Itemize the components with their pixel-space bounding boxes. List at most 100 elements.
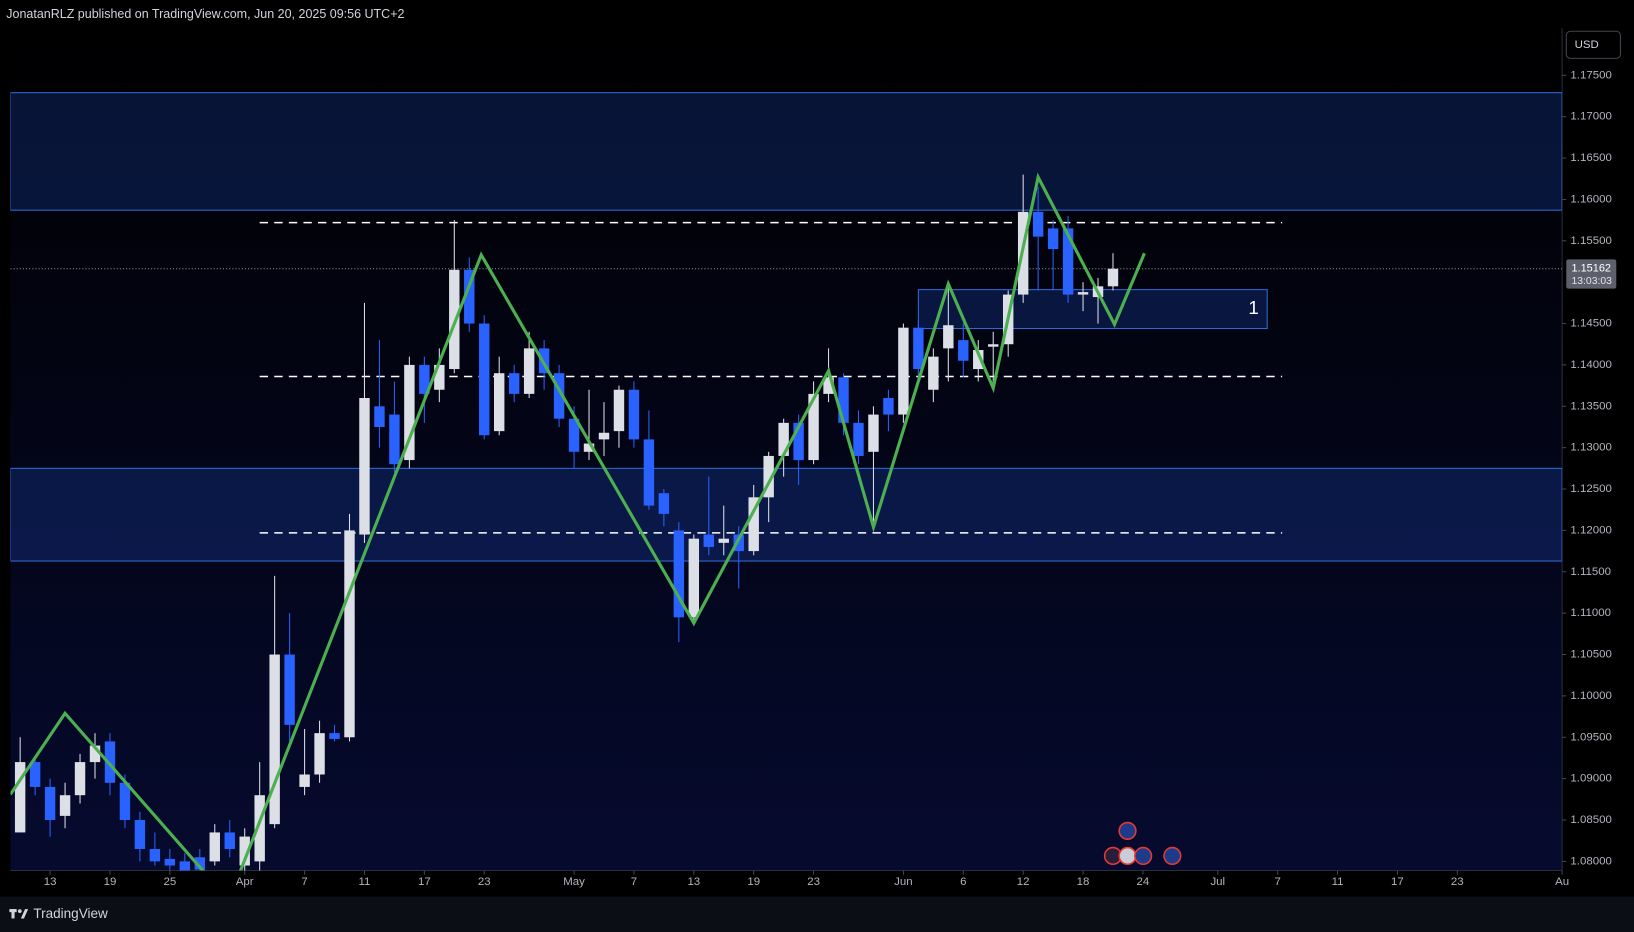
box <box>917 289 1268 330</box>
y-tick-label: 1.17000 <box>1570 111 1611 123</box>
x-tick-label: 19 <box>747 876 760 888</box>
event-icon[interactable] <box>1134 846 1153 866</box>
candle-body <box>434 364 445 390</box>
x-tick-label: 17 <box>1391 876 1404 888</box>
candle-body <box>763 455 774 498</box>
candle-body <box>149 848 161 862</box>
candle-body <box>613 389 625 432</box>
candle-body <box>374 406 385 427</box>
brand-logo <box>9 909 29 919</box>
x-tick-label: 12 <box>1017 876 1030 888</box>
brand[interactable]: TradingView <box>33 906 108 921</box>
zone <box>10 467 1563 562</box>
candle-body <box>74 762 86 796</box>
x-tick-label: 13 <box>44 876 57 888</box>
y-tick-label: 1.16000 <box>1570 193 1611 205</box>
candle-body <box>973 350 984 370</box>
event-icon[interactable] <box>1118 821 1137 840</box>
y-tick-label: 1.12500 <box>1570 483 1611 495</box>
candle-body <box>404 364 415 461</box>
candle-body <box>493 373 505 432</box>
x-tick-label: 23 <box>807 876 820 888</box>
currency[interactable]: USD <box>1575 39 1599 51</box>
x-tick-label: 7 <box>631 876 637 888</box>
candle-body <box>1032 211 1044 237</box>
candle-body <box>913 327 924 370</box>
candle-body <box>1077 292 1089 295</box>
zone <box>10 92 1563 211</box>
candle-body <box>14 762 26 833</box>
x-tick-label: 7 <box>301 876 307 888</box>
event-icon[interactable] <box>1163 846 1182 866</box>
candle-body <box>449 269 460 370</box>
candle-body <box>89 745 101 763</box>
candle-body <box>389 414 400 465</box>
zigzag <box>10 172 1146 871</box>
x-tick-label: 18 <box>1077 876 1090 888</box>
candle-body <box>943 325 954 349</box>
candle-body <box>898 327 909 415</box>
candle-body <box>718 538 729 543</box>
candle-body <box>44 786 56 821</box>
candle-body <box>59 795 71 816</box>
candle-body <box>853 422 864 456</box>
y-tick-label: 1.14500 <box>1570 318 1611 330</box>
candle-body <box>269 654 280 825</box>
candle-body <box>1047 228 1059 250</box>
candle-body <box>688 538 700 618</box>
event-icons[interactable] <box>1103 821 1182 866</box>
candle-body <box>838 377 849 423</box>
candle-body <box>793 422 804 461</box>
x-tick-label: 6 <box>960 876 966 888</box>
candle-body <box>299 774 310 787</box>
candle-body <box>583 443 595 452</box>
y-tick-label: 1.09500 <box>1570 731 1611 743</box>
box-label: 1 <box>1248 297 1258 318</box>
candle-body <box>808 393 819 461</box>
x-tick-label: May <box>563 876 585 888</box>
candle-body <box>1062 228 1074 295</box>
x-tick-label: 25 <box>163 876 176 888</box>
candle-body <box>464 269 475 324</box>
x-tick-label: 11 <box>359 876 371 888</box>
candle-body <box>988 344 999 347</box>
candle-body <box>658 493 670 514</box>
candle-body <box>224 832 235 849</box>
candle-body <box>104 741 116 783</box>
x-tick-label: 23 <box>478 876 491 888</box>
y-tick-label: 1.10000 <box>1570 690 1611 702</box>
header-text: JonatanRLZ published on TradingView.com,… <box>6 7 404 21</box>
candle-body <box>134 820 146 849</box>
y-tick-label: 1.10500 <box>1570 649 1611 661</box>
candle-body <box>568 418 580 452</box>
candle-body <box>778 422 789 456</box>
candle-body <box>643 439 655 506</box>
candle-body <box>553 373 565 419</box>
price-label-box <box>1566 259 1617 289</box>
candle-body <box>748 497 759 552</box>
candle-body <box>314 733 325 775</box>
event-icon[interactable] <box>1118 846 1137 866</box>
last-price-label: 1.15162 <box>1571 263 1611 275</box>
y-tick-label: 1.15500 <box>1570 235 1611 247</box>
candle-body <box>508 373 520 394</box>
footer-bar <box>0 896 1634 932</box>
candle-body <box>119 782 131 821</box>
countdown: 13:03:03 <box>1571 276 1612 287</box>
y-tick-label: 1.08500 <box>1570 814 1611 826</box>
currency-box[interactable] <box>1565 30 1621 59</box>
candle-body <box>284 654 295 725</box>
y-tick-label: 1.13000 <box>1570 442 1611 454</box>
y-tick-label: 1.11000 <box>1570 607 1611 619</box>
y-tick-label: 1.08000 <box>1570 855 1611 867</box>
candle-body <box>703 534 714 547</box>
x-tick-label: 19 <box>104 876 117 888</box>
y-tick-label: 1.16500 <box>1570 152 1611 164</box>
x-tick-label: Jul <box>1210 876 1225 888</box>
candle-body <box>673 530 685 618</box>
candle-body <box>359 398 370 535</box>
candle-body <box>29 762 41 787</box>
x-tick-label: 7 <box>1274 876 1280 888</box>
candle-body <box>733 534 744 552</box>
